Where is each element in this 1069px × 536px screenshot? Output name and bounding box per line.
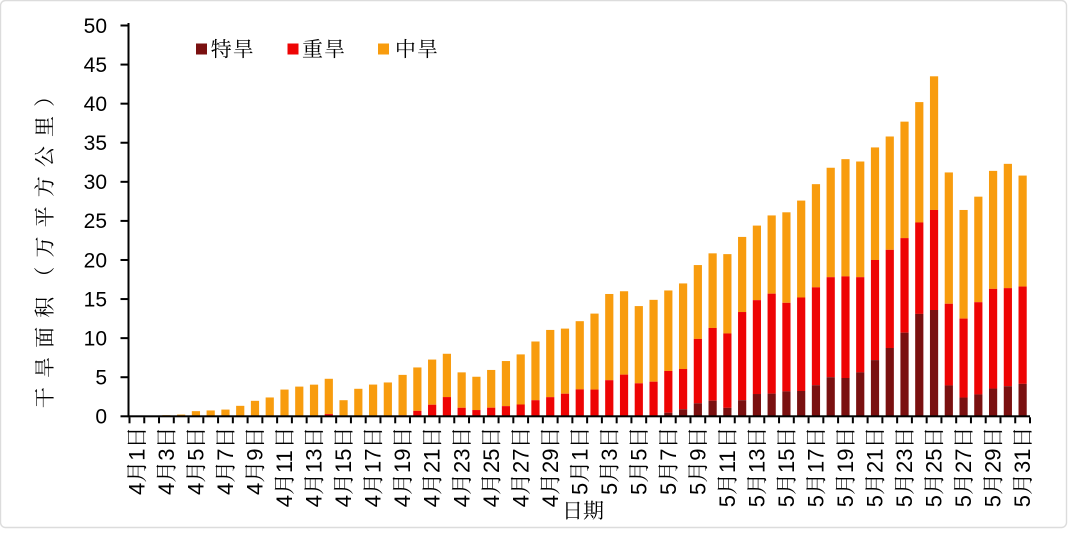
svg-text:5: 5 [715,495,740,507]
svg-text:4: 4 [420,495,445,507]
svg-text:50: 50 [84,15,107,38]
svg-text:11: 11 [715,450,740,473]
svg-text:19: 19 [833,448,858,472]
svg-text:5: 5 [804,495,829,507]
svg-text:0: 0 [95,406,107,429]
svg-text:4: 4 [243,483,268,495]
svg-text:5: 5 [863,495,888,507]
svg-text:4: 4 [508,495,533,507]
svg-text:5: 5 [597,483,622,495]
svg-text:5: 5 [656,483,681,495]
svg-text:27: 27 [508,448,533,472]
svg-text:5: 5 [922,495,947,507]
svg-text:20: 20 [84,249,107,272]
svg-text:5: 5 [745,495,770,507]
svg-text:40: 40 [84,93,107,116]
svg-text:19: 19 [390,448,415,472]
svg-text:25: 25 [84,210,107,233]
svg-text:15: 15 [331,448,356,472]
svg-text:3: 3 [154,448,179,460]
svg-text:25: 25 [922,448,947,472]
svg-text:7: 7 [213,448,238,460]
svg-text:9: 9 [243,448,268,460]
svg-text:27: 27 [951,448,976,472]
svg-text:5: 5 [892,495,917,507]
svg-text:4: 4 [538,495,563,507]
svg-text:4: 4 [184,483,209,495]
svg-text:1: 1 [124,448,149,460]
svg-text:15: 15 [774,448,799,472]
svg-text:29: 29 [538,448,563,472]
svg-text:3: 3 [597,448,622,460]
svg-text:11: 11 [272,450,297,473]
svg-text:25: 25 [479,448,504,472]
svg-text:5: 5 [951,495,976,507]
svg-text:4: 4 [390,495,415,507]
svg-text:5: 5 [774,495,799,507]
svg-text:21: 21 [420,448,445,472]
svg-text:7: 7 [656,448,681,460]
svg-text:5: 5 [95,367,107,390]
svg-text:17: 17 [361,448,386,472]
svg-text:23: 23 [449,448,474,472]
svg-text:4: 4 [302,495,327,507]
svg-text:5: 5 [1010,495,1035,507]
svg-text:4: 4 [213,483,238,495]
svg-text:35: 35 [84,132,107,155]
svg-text:23: 23 [892,448,917,472]
svg-text:4: 4 [331,495,356,507]
svg-text:5: 5 [626,448,651,460]
svg-text:5: 5 [833,495,858,507]
svg-text:21: 21 [863,448,888,472]
svg-text:4: 4 [272,495,297,507]
svg-text:4: 4 [124,483,149,495]
svg-text:5: 5 [981,495,1006,507]
svg-text:31: 31 [1010,448,1035,472]
svg-text:10: 10 [84,327,107,350]
svg-text:15: 15 [84,288,107,311]
svg-text:4: 4 [154,483,179,495]
svg-text:4: 4 [361,495,386,507]
svg-text:17: 17 [804,448,829,472]
svg-text:5: 5 [567,483,592,495]
svg-text:9: 9 [685,448,710,460]
svg-text:5: 5 [626,483,651,495]
svg-text:30: 30 [84,171,107,194]
svg-text:4: 4 [479,495,504,507]
svg-text:5: 5 [184,448,209,460]
svg-text:13: 13 [302,448,327,472]
svg-text:29: 29 [981,448,1006,472]
svg-text:1: 1 [567,448,592,460]
svg-text:45: 45 [84,54,107,77]
svg-text:5: 5 [685,483,710,495]
svg-text:13: 13 [745,448,770,472]
svg-text:4: 4 [449,495,474,507]
